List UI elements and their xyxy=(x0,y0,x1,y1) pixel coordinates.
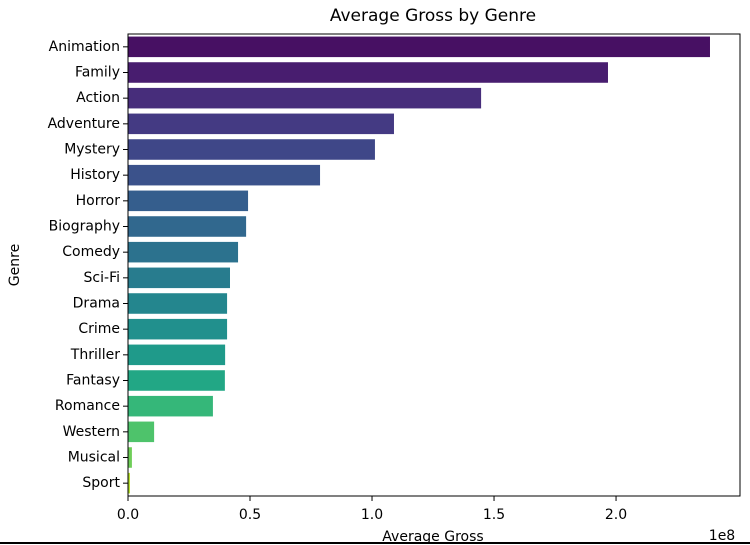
x-tick-label: 1.5 xyxy=(483,507,505,523)
y-tick-label: Family xyxy=(75,65,120,81)
bar xyxy=(128,421,155,443)
bar xyxy=(128,472,130,494)
y-tick-label: Adventure xyxy=(48,116,120,132)
bar xyxy=(128,139,375,160)
bar xyxy=(128,344,226,366)
y-tick-label: Western xyxy=(63,424,120,440)
bar xyxy=(128,87,482,109)
x-tick-label: 2.0 xyxy=(605,507,627,523)
plot-frame xyxy=(127,33,741,497)
bar xyxy=(128,113,394,135)
y-tick-label: Mystery xyxy=(64,142,120,158)
bar xyxy=(128,36,710,58)
y-tick-label: Horror xyxy=(76,193,121,209)
bar xyxy=(128,447,132,468)
bar xyxy=(128,318,228,340)
bar xyxy=(128,190,249,212)
y-tick-label: Comedy xyxy=(62,244,120,260)
y-tick-label: Romance xyxy=(55,398,120,414)
y-tick-label: Crime xyxy=(78,321,120,337)
bar xyxy=(128,216,247,237)
x-tick-label: 0.0 xyxy=(117,507,139,523)
x-tick-label: 0.5 xyxy=(239,507,261,523)
chart-title: Average Gross by Genre xyxy=(330,6,536,26)
bar xyxy=(128,241,239,263)
y-tick-label: History xyxy=(70,167,120,183)
bar xyxy=(128,267,230,289)
y-axis-label: Genre xyxy=(7,244,23,286)
x-tick-label: 1.0 xyxy=(361,507,383,523)
y-tick-label: Animation xyxy=(49,39,120,55)
y-tick-label: Biography xyxy=(49,219,120,235)
bar xyxy=(128,164,321,186)
x-offset-label: 1e8 xyxy=(709,528,735,544)
bar xyxy=(128,395,213,417)
y-tick-label: Action xyxy=(76,90,120,106)
y-tick-label: Sci-Fi xyxy=(84,270,120,286)
y-tick-label: Drama xyxy=(73,296,120,312)
bar xyxy=(128,293,228,314)
bar xyxy=(128,62,608,83)
x-axis-label: Average Gross xyxy=(382,529,483,545)
y-tick-label: Sport xyxy=(82,475,120,491)
y-tick-label: Thriller xyxy=(70,347,120,363)
bar xyxy=(128,370,225,391)
y-tick-label: Fantasy xyxy=(66,373,120,389)
y-tick-label: Musical xyxy=(68,450,120,466)
